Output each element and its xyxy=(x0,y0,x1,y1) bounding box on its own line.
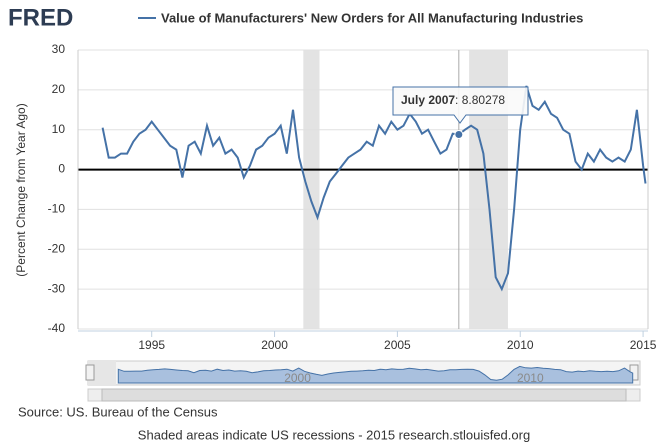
x-tick-label: 2015 xyxy=(630,338,657,352)
x-tick-label: 2000 xyxy=(261,338,288,352)
x-tick-label: 1995 xyxy=(138,338,165,352)
y-tick-label: -20 xyxy=(48,241,66,255)
y-tick-label: 10 xyxy=(52,122,66,136)
scrollbar-thumb[interactable] xyxy=(101,388,627,402)
x-tick-label: 2010 xyxy=(507,338,534,352)
logo: FRED xyxy=(8,4,73,31)
navigator-label: 2000 xyxy=(284,371,311,385)
y-tick-label: 0 xyxy=(58,162,65,176)
tooltip-sep: : xyxy=(455,93,462,107)
navigator-label: 2010 xyxy=(517,371,544,385)
recession-band xyxy=(303,50,320,329)
footnote: Shaded areas indicate US recessions - 20… xyxy=(138,427,530,442)
hover-point xyxy=(454,129,464,139)
tooltip-box xyxy=(392,86,529,124)
y-tick-label: 30 xyxy=(52,42,66,56)
series-line xyxy=(101,85,647,292)
x-tick-label: 2005 xyxy=(384,338,411,352)
tooltip-text: July 2007: 8.80278 xyxy=(401,93,505,107)
y-tick-label: -30 xyxy=(48,281,66,295)
tooltip-date: July 2007 xyxy=(401,93,455,107)
legend-label[interactable]: Value of Manufacturers' New Orders for A… xyxy=(161,10,583,25)
navigator-area xyxy=(117,365,634,384)
plot-background xyxy=(78,50,648,329)
y-tick-label: -10 xyxy=(48,202,66,216)
y-axis-label: (Percent Change from Year Ago) xyxy=(14,103,28,276)
y-tick-label: 20 xyxy=(52,82,66,96)
navigator-handle[interactable] xyxy=(85,364,95,381)
y-tick-label: -40 xyxy=(48,321,66,335)
source: Source: US. Bureau of the Census xyxy=(18,404,218,419)
tooltip-value: 8.80278 xyxy=(462,93,506,107)
